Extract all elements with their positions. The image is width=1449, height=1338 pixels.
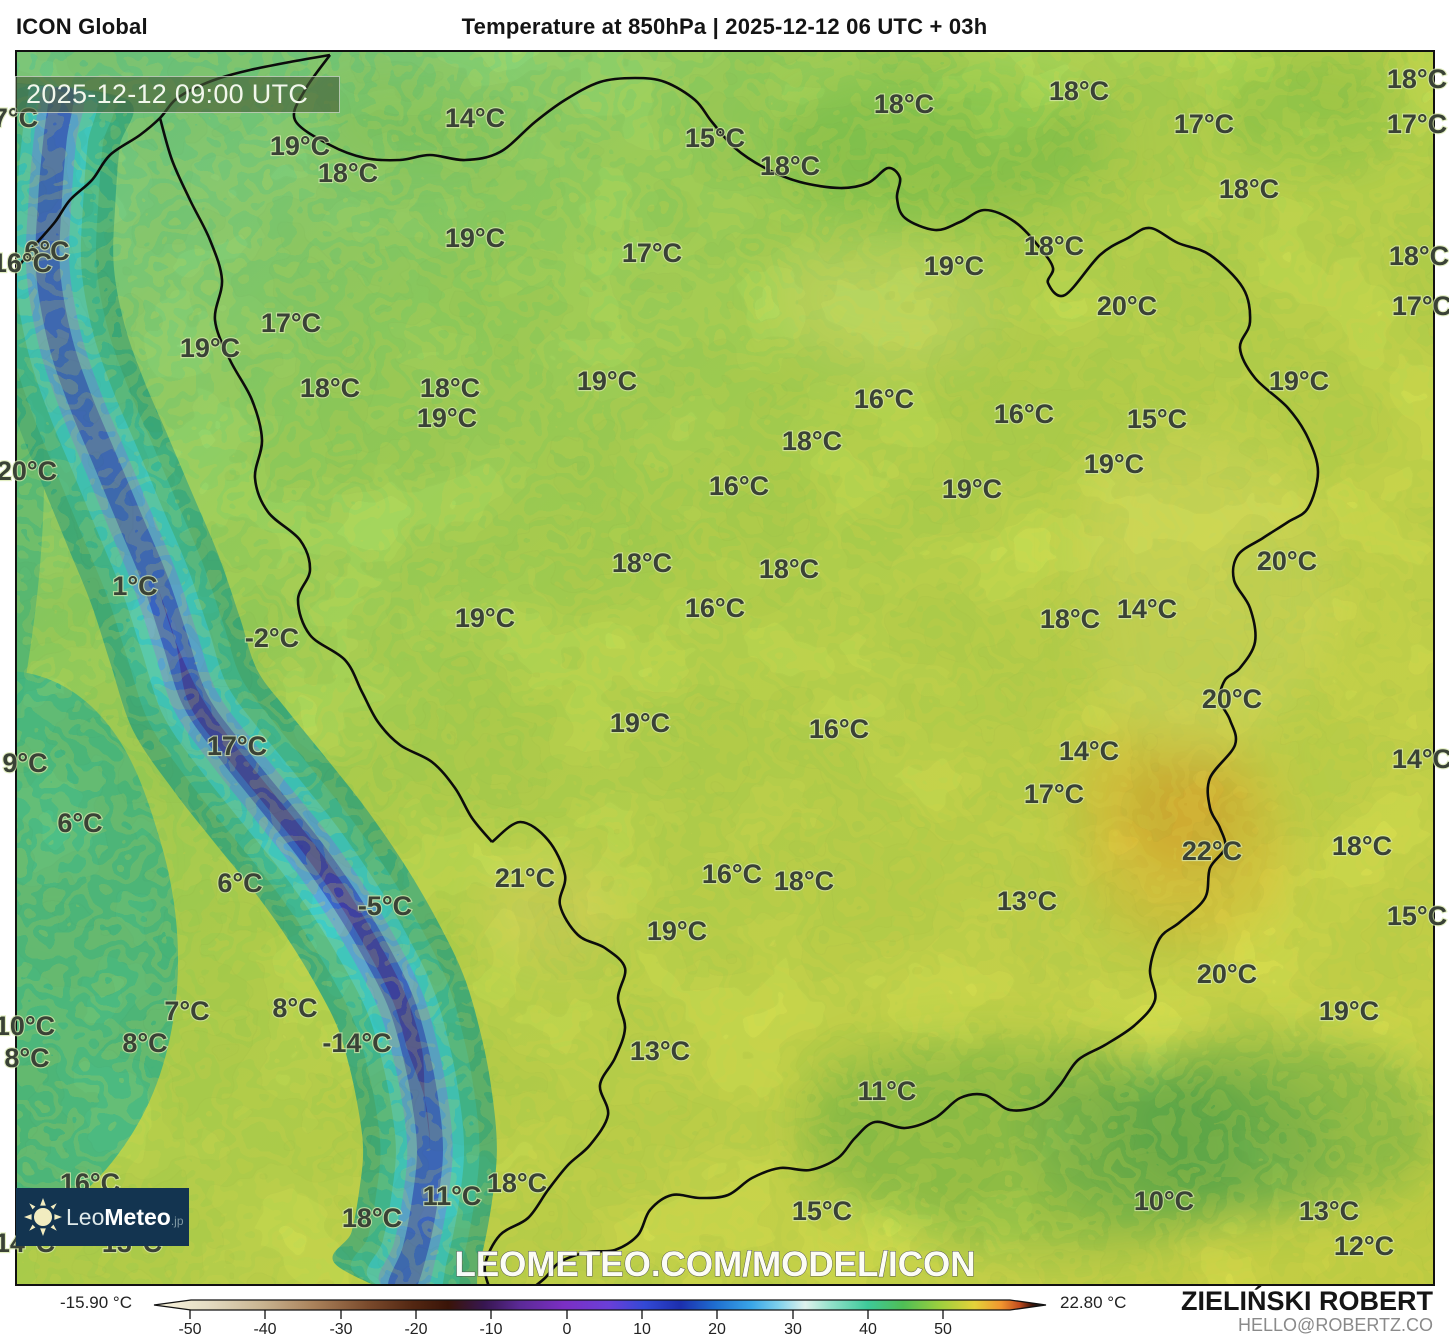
svg-text:17°C: 17°C: [1174, 109, 1234, 139]
svg-text:15°C: 15°C: [1387, 901, 1447, 931]
svg-text:8°C: 8°C: [122, 1028, 167, 1058]
svg-text:13°C: 13°C: [1299, 1196, 1359, 1226]
svg-text:6°C: 6°C: [217, 868, 262, 898]
svg-text:10°C: 10°C: [1134, 1186, 1194, 1216]
svg-text:1°C: 1°C: [112, 571, 157, 601]
svg-text:18°C: 18°C: [612, 548, 672, 578]
svg-text:18°C: 18°C: [1040, 604, 1100, 634]
svg-text:18°C: 18°C: [874, 89, 934, 119]
svg-text:16°C: 16°C: [0, 248, 52, 278]
svg-text:14°C: 14°C: [1059, 736, 1119, 766]
svg-text:14°C: 14°C: [1117, 594, 1177, 624]
svg-text:20°C: 20°C: [1197, 959, 1257, 989]
svg-text:19°C: 19°C: [610, 708, 670, 738]
svg-text:16°C: 16°C: [809, 714, 869, 744]
svg-text:21°C: 21°C: [495, 863, 555, 893]
svg-text:20°C: 20°C: [0, 456, 57, 486]
svg-text:16°C: 16°C: [709, 471, 769, 501]
svg-text:18°C: 18°C: [782, 426, 842, 456]
svg-text:18°C: 18°C: [774, 866, 834, 896]
svg-text:16°C: 16°C: [702, 859, 762, 889]
svg-text:18°C: 18°C: [1049, 76, 1109, 106]
svg-text:9°C: 9°C: [2, 748, 47, 778]
svg-text:16°C: 16°C: [854, 384, 914, 414]
svg-text:15°C: 15°C: [685, 123, 745, 153]
svg-text:LEOMETEO.COM/MODEL/ICON: LEOMETEO.COM/MODEL/ICON: [454, 1245, 975, 1284]
svg-text:19°C: 19°C: [455, 603, 515, 633]
svg-text:17°C: 17°C: [1024, 779, 1084, 809]
svg-text:19°C: 19°C: [942, 474, 1002, 504]
svg-text:18°C: 18°C: [420, 373, 480, 403]
svg-text:17°C: 17°C: [622, 238, 682, 268]
svg-text:18°C: 18°C: [487, 1168, 547, 1198]
svg-text:14°C: 14°C: [445, 103, 505, 133]
svg-text:19°C: 19°C: [180, 333, 240, 363]
svg-text:15°C: 15°C: [1127, 404, 1187, 434]
svg-text:11°C: 11°C: [858, 1076, 917, 1106]
svg-text:20°C: 20°C: [1097, 291, 1157, 321]
svg-text:-2°C: -2°C: [245, 623, 299, 653]
svg-text:19°C: 19°C: [1084, 449, 1144, 479]
svg-text:17°C: 17°C: [261, 308, 321, 338]
svg-text:-14°C: -14°C: [322, 1028, 391, 1058]
svg-text:18°C: 18°C: [300, 373, 360, 403]
svg-text:18°C: 18°C: [1219, 174, 1279, 204]
svg-text:17°C: 17°C: [1392, 291, 1449, 321]
svg-text:19°C: 19°C: [1319, 996, 1379, 1026]
svg-text:8°C: 8°C: [272, 993, 317, 1023]
svg-text:6°C: 6°C: [57, 808, 102, 838]
svg-text:10°C: 10°C: [0, 1011, 55, 1041]
svg-text:19°C: 19°C: [1269, 366, 1329, 396]
svg-text:18°C: 18°C: [1332, 831, 1392, 861]
svg-text:19°C: 19°C: [270, 131, 330, 161]
svg-text:19°C: 19°C: [417, 403, 477, 433]
svg-text:20°C: 20°C: [1257, 546, 1317, 576]
svg-text:12°C: 12°C: [1334, 1231, 1394, 1261]
svg-text:18°C: 18°C: [1024, 231, 1084, 261]
svg-text:19°C: 19°C: [647, 916, 707, 946]
svg-text:17°C: 17°C: [1387, 109, 1447, 139]
svg-text:19°C: 19°C: [577, 366, 637, 396]
svg-text:-5°C: -5°C: [358, 891, 412, 921]
svg-text:19°C: 19°C: [445, 223, 505, 253]
svg-text:15°C: 15°C: [792, 1196, 852, 1226]
svg-text:8°C: 8°C: [4, 1043, 49, 1073]
svg-text:18°C: 18°C: [759, 554, 819, 584]
svg-text:18°C: 18°C: [342, 1203, 402, 1233]
svg-text:16°C: 16°C: [994, 399, 1054, 429]
svg-text:20°C: 20°C: [1202, 684, 1262, 714]
svg-text:18°C: 18°C: [1387, 64, 1447, 94]
svg-text:14°C: 14°C: [1392, 744, 1449, 774]
svg-text:22°C: 22°C: [1182, 836, 1242, 866]
svg-text:18°C: 18°C: [318, 158, 378, 188]
svg-text:16°C: 16°C: [685, 593, 745, 623]
svg-text:13°C: 13°C: [630, 1036, 690, 1066]
svg-text:7°C: 7°C: [164, 996, 209, 1026]
svg-text:11°C: 11°C: [423, 1181, 482, 1211]
svg-text:18°C: 18°C: [760, 151, 820, 181]
svg-text:17°C: 17°C: [207, 731, 267, 761]
svg-text:13°C: 13°C: [997, 886, 1057, 916]
svg-text:19°C: 19°C: [924, 251, 984, 281]
svg-text:18°C: 18°C: [1389, 241, 1449, 271]
